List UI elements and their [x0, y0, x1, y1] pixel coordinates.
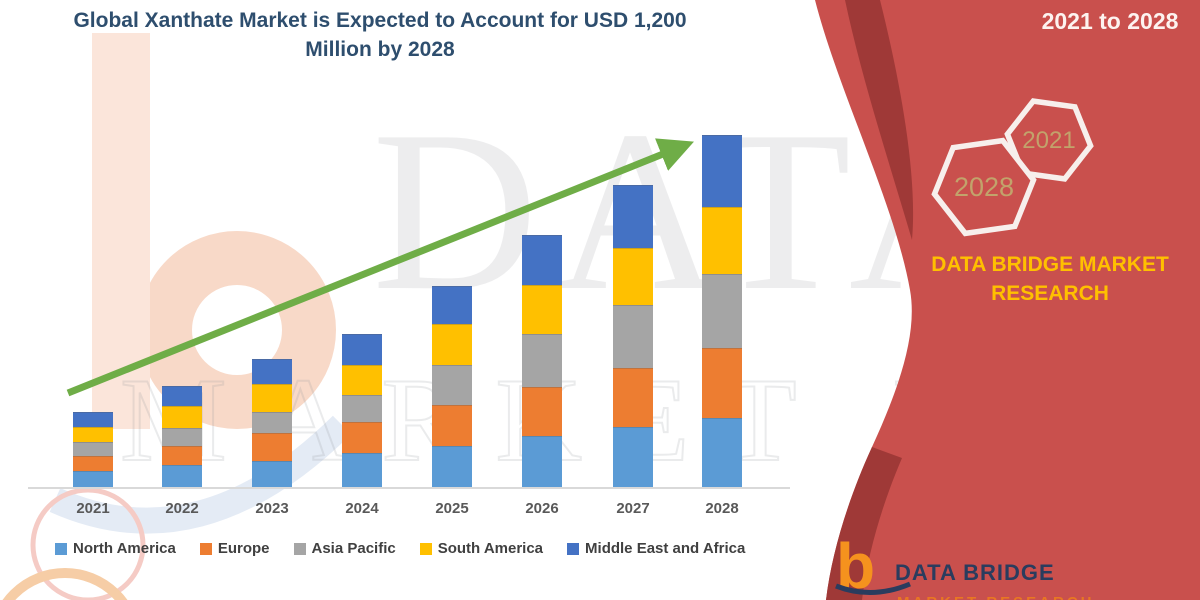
bar-segment-2027-south-america [613, 247, 653, 306]
bar-segment-2027-europe [613, 368, 653, 427]
bar-segment-2026-north-america [522, 435, 562, 487]
bar-segment-2028-north-america [702, 418, 742, 487]
legend-label: Europe [217, 540, 270, 557]
x-axis-label-2028: 2028 [705, 500, 739, 517]
panel-maroon-swoosh-top [845, 0, 914, 240]
bar-segment-2026-middle-east-and-africa [522, 234, 562, 285]
panel-maroon-swoosh-bottom [826, 447, 902, 600]
brand-text: DATA BRIDGE MARKET RESEARCH [920, 250, 1180, 308]
legend-swatch-icon [419, 542, 432, 555]
bar-segment-2025-south-america [432, 324, 472, 366]
footer-logo-swoosh-icon [835, 581, 911, 596]
bar-segment-2027-asia-pacific [613, 305, 653, 369]
legend-item-middle-east-and-africa: Middle East and Africa [567, 540, 745, 557]
bar-segment-2028-middle-east-and-africa [702, 135, 742, 207]
bar-segment-2024-south-america [342, 365, 382, 395]
panel-red-shape [815, 0, 1200, 600]
x-axis-label-2025: 2025 [435, 500, 469, 517]
x-axis-label-2026: 2026 [525, 500, 559, 517]
x-axis-label-2024: 2024 [345, 500, 379, 517]
hexagon-2028 [931, 137, 1037, 237]
forecast-period-label: 2021 to 2028 [1041, 8, 1179, 34]
footer-logo-subtext: MARKET RESEARCH [897, 594, 1095, 600]
legend-swatch-icon [293, 542, 306, 555]
x-axis-label-2027: 2027 [616, 500, 650, 517]
x-axis-line [28, 487, 790, 489]
legend-item-asia-pacific: Asia Pacific [293, 540, 396, 557]
footer-logo-name: DATA BRIDGE [895, 560, 1055, 585]
legend-item-south-america: South America [419, 540, 544, 557]
bar-segment-2026-europe [522, 387, 562, 436]
brand-text-line2: RESEARCH [991, 282, 1109, 305]
bar-segment-2025-asia-pacific [432, 365, 472, 405]
bar-segment-2028-asia-pacific [702, 274, 742, 348]
bar-segment-2027-north-america [613, 426, 653, 487]
bar-segment-2026-asia-pacific [522, 334, 562, 388]
chart-title-line1: Global Xanthate Market is Expected to Ac… [73, 9, 687, 32]
chart-title: Global Xanthate Market is Expected to Ac… [30, 6, 730, 64]
bar-segment-2025-middle-east-and-africa [432, 286, 472, 325]
legend-swatch-icon [567, 542, 580, 555]
legend-label: Asia Pacific [311, 540, 396, 557]
legend-swatch-icon [199, 542, 212, 555]
legend-item-europe: Europe [199, 540, 270, 557]
hexagon-2021 [1004, 98, 1094, 182]
hexagon-2021-label: 2021 [1022, 127, 1075, 154]
bar-segment-2026-south-america [522, 284, 562, 335]
legend-label: South America [437, 540, 544, 557]
brand-text-line1: DATA BRIDGE MARKET [931, 253, 1169, 276]
bar-segment-2028-south-america [702, 206, 742, 275]
legend-label: Middle East and Africa [585, 540, 746, 557]
bar-segment-2027-middle-east-and-africa [613, 184, 653, 248]
bar-segment-2025-europe [432, 404, 472, 446]
bar-segment-2028-europe [702, 347, 742, 419]
bar-segment-2025-north-america [432, 445, 472, 487]
legend: North America Europe Asia Pacific South Ame… [55, 540, 745, 557]
bar-segment-2024-middle-east-and-africa [342, 334, 382, 366]
chart-title-line2: Million by 2028 [305, 38, 455, 61]
hexagon-2028-label: 2028 [954, 172, 1014, 202]
